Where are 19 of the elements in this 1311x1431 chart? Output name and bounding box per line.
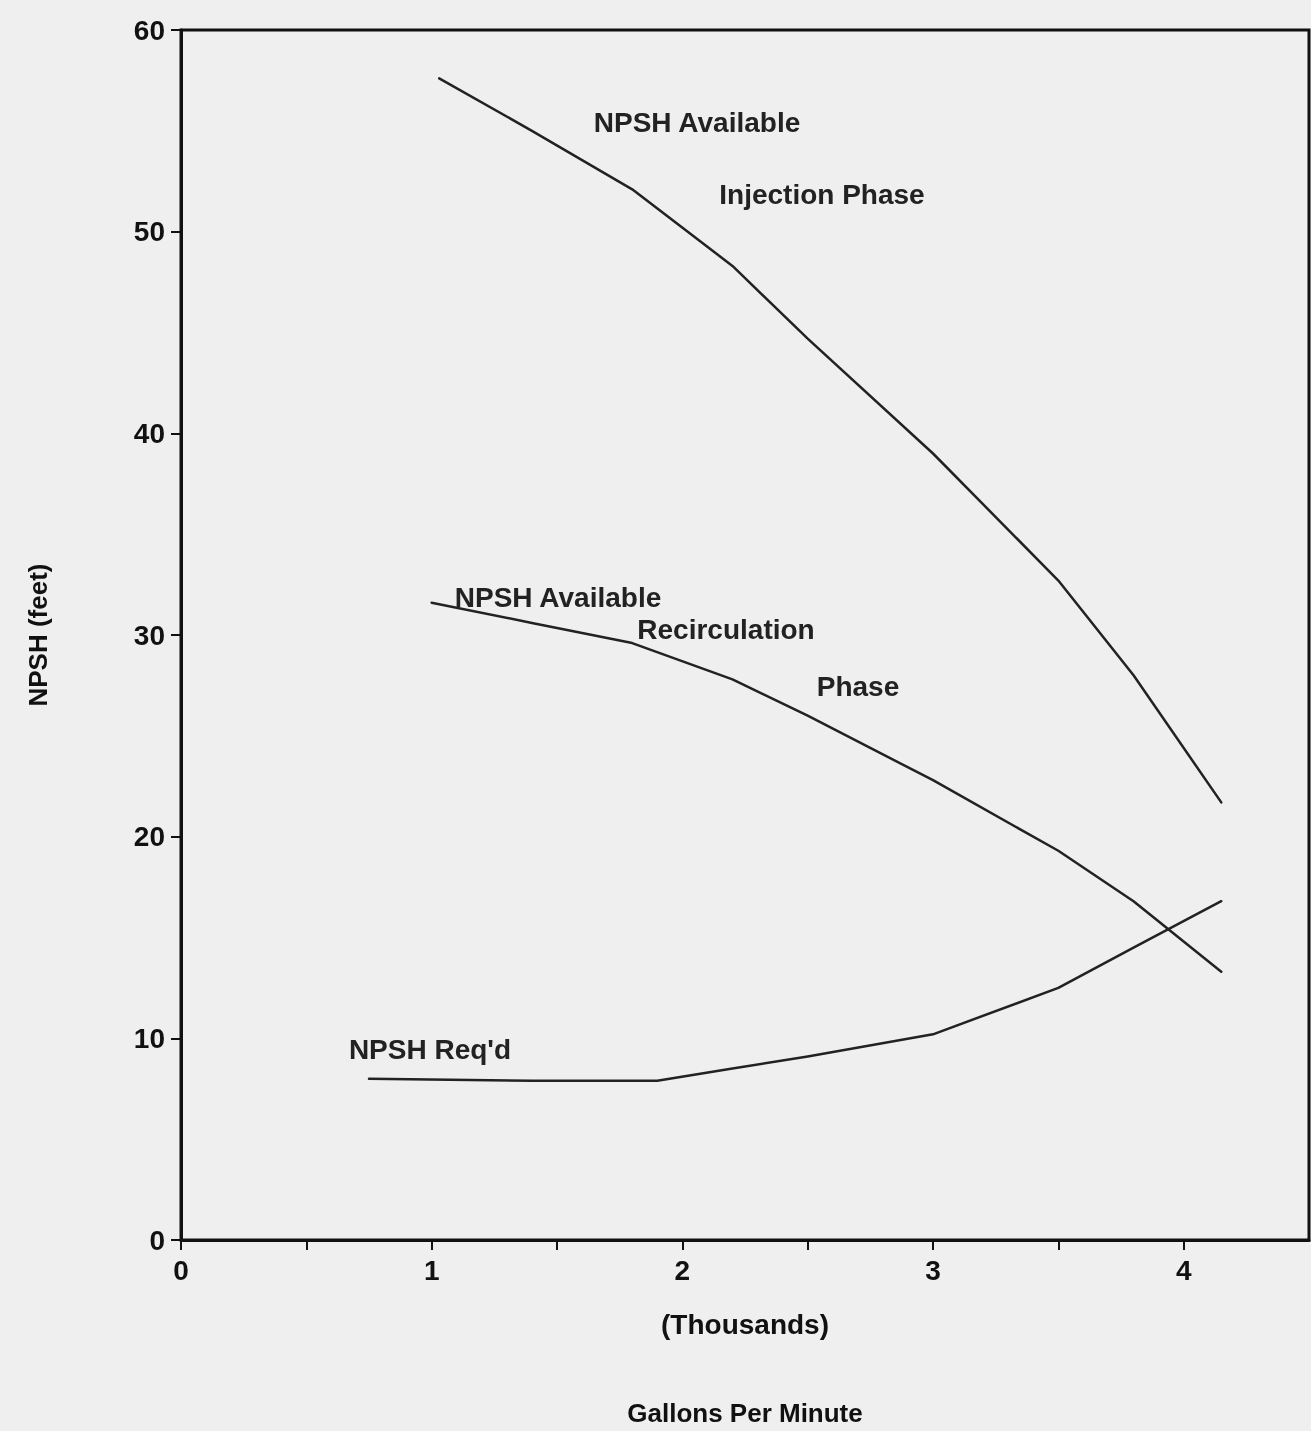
series-label: NPSH Available Recirculation Phase	[454, 581, 900, 702]
x-tick-label: 3	[925, 1254, 941, 1286]
y-tick-label: 30	[133, 619, 165, 651]
x-tick-label: 1	[423, 1254, 440, 1286]
y-tick-label: 10	[133, 1022, 165, 1054]
line-series	[437, 77, 1223, 804]
y-tick-label: 50	[133, 216, 165, 248]
x-tick-label: 4	[1175, 1254, 1192, 1286]
x-tick-label: 2	[674, 1254, 691, 1286]
x-tick-label: 0	[173, 1254, 189, 1286]
text: (Thousands)	[661, 1308, 829, 1340]
y-tick-label: 40	[133, 417, 165, 449]
series-label: NPSH Req'd	[348, 1033, 512, 1065]
y-tick-label: 60	[133, 14, 165, 46]
y-axis-title: NPSH (feet)	[23, 563, 53, 707]
x-axis-title: Gallons Per Minute	[627, 1398, 863, 1428]
y-tick-label: 0	[149, 1224, 165, 1256]
y-tick-label: 20	[133, 821, 165, 853]
text: NPSH Available Injection Phase	[593, 106, 925, 210]
